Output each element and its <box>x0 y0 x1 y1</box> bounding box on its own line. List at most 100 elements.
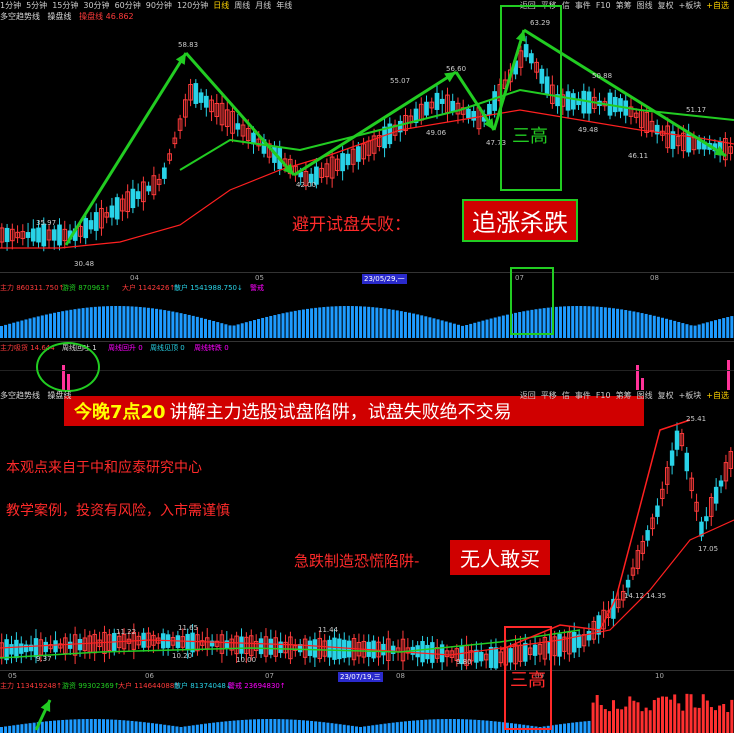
toolbar-tab[interactable]: +板块 <box>679 1 702 10</box>
volume-bar <box>41 722 44 733</box>
date-label: 08 <box>650 274 659 282</box>
volume-bar <box>690 694 693 733</box>
volume-bar <box>449 323 452 338</box>
volume-bar <box>616 309 619 338</box>
volume-bar <box>228 721 231 733</box>
period-tab[interactable]: 1分钟 <box>0 1 21 10</box>
volume-bar <box>155 309 158 338</box>
volume-bar <box>384 724 387 733</box>
candle <box>5 228 9 241</box>
volume-bar <box>428 719 431 733</box>
period-tab[interactable]: 120分钟 <box>177 1 208 10</box>
trend-line-label[interactable]: 多空趋势线 <box>0 391 40 400</box>
volume-bar <box>253 320 256 338</box>
volume-bar <box>661 318 664 338</box>
volume-bar <box>592 306 595 338</box>
volume-bar <box>20 724 23 733</box>
candle <box>31 229 35 241</box>
period-tab[interactable]: 60分钟 <box>115 1 141 10</box>
date-label: 05 <box>8 672 17 680</box>
volume-bar <box>490 721 493 733</box>
volume-bar <box>722 318 725 338</box>
volume-bar <box>114 720 117 733</box>
toolbar-tab[interactable]: F10 <box>596 1 611 10</box>
volume-bar <box>347 306 350 338</box>
period-tab[interactable]: 15分钟 <box>52 1 78 10</box>
volume-bar <box>608 711 611 733</box>
volume-bar <box>216 722 219 733</box>
candle <box>421 642 424 662</box>
period-tab[interactable]: 5分钟 <box>26 1 47 10</box>
toolbar-tab[interactable]: +自选 <box>706 391 729 400</box>
candle <box>308 641 311 655</box>
volume-bar <box>432 719 435 733</box>
volume-bar <box>49 314 52 338</box>
volume-bar <box>641 313 644 338</box>
toolbar-tab[interactable]: 返回 <box>520 391 536 400</box>
volume-bar <box>126 721 129 733</box>
toolbar-tab[interactable]: 第筹 <box>616 391 632 400</box>
period-tab[interactable]: 30分钟 <box>83 1 109 10</box>
period-tab[interactable]: 90分钟 <box>146 1 172 10</box>
volume-bar <box>102 719 105 733</box>
toolbar-tab[interactable]: +自选 <box>706 1 729 10</box>
period-tab[interactable]: 月线 <box>255 1 271 10</box>
volume-bar <box>126 306 129 338</box>
toolbar-tab[interactable]: 图线 <box>637 391 653 400</box>
volume-bar <box>710 707 713 733</box>
period-tab[interactable]: 年线 <box>276 1 292 10</box>
volume-bar <box>208 723 211 733</box>
volume-bar <box>241 720 244 733</box>
volume-bar <box>69 720 72 733</box>
candle <box>147 186 151 191</box>
volume-bar <box>453 324 456 338</box>
toolbar-tab[interactable]: 复权 <box>658 391 674 400</box>
trend-arrow <box>66 53 186 245</box>
toolbar-tab[interactable]: 图线 <box>637 1 653 10</box>
trend-line-red <box>500 420 690 650</box>
trade-line-label[interactable]: 操盘线 <box>48 391 72 400</box>
volume-bar <box>575 722 578 733</box>
candle <box>440 99 444 103</box>
volume-bar <box>37 316 40 338</box>
top-date-axis: 04 05 23/05/29,一 07 08 <box>0 272 734 283</box>
candle <box>78 640 81 650</box>
volume-bar <box>322 307 325 338</box>
volume-bar <box>641 711 644 733</box>
period-tab[interactable]: 日线 <box>213 1 229 10</box>
candle <box>240 637 243 653</box>
volume-bar <box>461 719 464 733</box>
price-label: 50.88 <box>592 72 612 80</box>
candle <box>646 531 649 541</box>
toolbar-tab[interactable]: +板块 <box>679 391 702 400</box>
candle <box>489 647 492 667</box>
candle <box>338 639 341 659</box>
signal-bar <box>727 360 730 390</box>
candle <box>488 104 492 114</box>
volume-bar <box>86 719 89 733</box>
volume-bar <box>351 726 354 733</box>
volume-bar <box>155 724 158 733</box>
volume-bar <box>277 314 280 338</box>
volume-bar <box>16 725 19 733</box>
volume-bar <box>33 723 36 733</box>
toolbar-tab[interactable]: F10 <box>596 391 611 400</box>
toolbar-tab[interactable]: 复权 <box>658 1 674 10</box>
candle <box>619 99 623 112</box>
volume-bar <box>628 311 631 338</box>
toolbar-tab[interactable]: 事件 <box>575 391 591 400</box>
toolbar-tab[interactable]: 事件 <box>575 1 591 10</box>
volume-bar <box>571 306 574 338</box>
volume-bar <box>408 313 411 338</box>
volume-bar <box>122 306 125 338</box>
toolbar-tab[interactable]: 第筹 <box>616 1 632 10</box>
toolbar-tab[interactable]: 信 <box>562 391 570 400</box>
toolbar-tab[interactable]: 信 <box>562 1 570 10</box>
volume-bar <box>690 325 693 338</box>
toolbar-tab[interactable]: 平移 <box>541 391 557 400</box>
volume-bar <box>432 318 435 338</box>
volume-bar <box>718 706 721 733</box>
period-tab[interactable]: 周线 <box>234 1 250 10</box>
candle <box>26 233 30 238</box>
volume-bar <box>653 700 656 733</box>
